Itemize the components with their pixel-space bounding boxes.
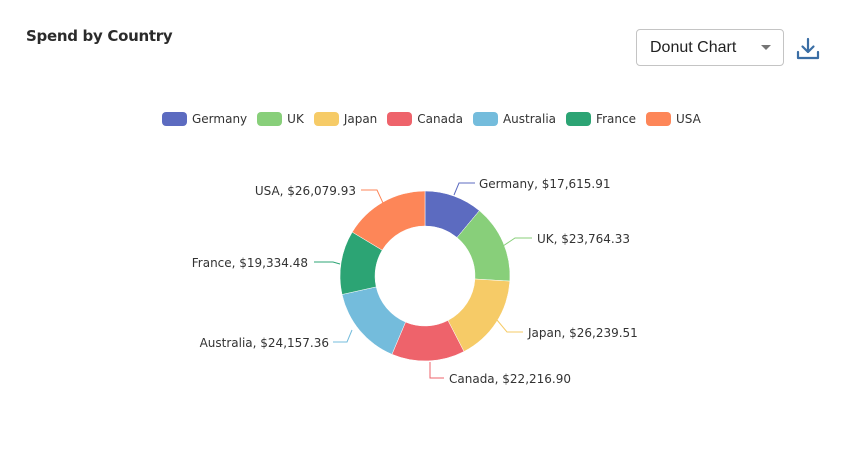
data-label-france: France, $19,334.48: [192, 256, 308, 270]
slice-australia[interactable]: [341, 286, 406, 355]
chart-legend: Germany UK Japan Canada Australia France…: [162, 112, 711, 126]
chart-type-select[interactable]: Donut Chart: [636, 29, 784, 66]
data-label-australia: Australia, $24,157.36: [200, 336, 329, 350]
legend-swatch: [162, 112, 187, 126]
legend-label: USA: [675, 112, 701, 126]
page-title: Spend by Country: [26, 27, 173, 45]
download-icon: [796, 37, 820, 60]
slice-usa[interactable]: [351, 190, 426, 251]
data-label-germany: Germany, $17,615.91: [479, 177, 611, 191]
legend-label: Germany: [192, 112, 248, 126]
legend-swatch: [257, 112, 283, 126]
legend-item-france[interactable]: France: [566, 112, 636, 126]
legend-swatch: [472, 112, 498, 126]
legend-label: Japan: [343, 112, 378, 126]
leader-line-usa: [361, 189, 384, 204]
chart-type-select-value: Donut Chart: [650, 39, 737, 56]
data-labels: Germany, $17,615.91 UK, $23,764.33 Japan…: [192, 177, 638, 386]
donut-slices: [339, 190, 511, 362]
leader-line-canada: [429, 362, 444, 379]
legend-item-germany[interactable]: Germany: [162, 112, 247, 126]
data-label-canada: Canada, $22,216.90: [449, 372, 571, 386]
legend-item-australia[interactable]: Australia: [472, 112, 557, 126]
legend-item-japan[interactable]: Japan: [313, 112, 378, 126]
legend-label: Australia: [502, 112, 557, 126]
leader-line-uk: [502, 237, 532, 247]
data-label-usa: USA, $26,079.93: [255, 184, 356, 198]
legend-item-uk[interactable]: UK: [257, 112, 304, 126]
download-button[interactable]: [795, 36, 821, 62]
data-label-japan: Japan, $26,239.51: [527, 326, 638, 340]
leader-line-france: [314, 261, 341, 265]
legend-label: France: [596, 112, 636, 126]
legend-item-usa[interactable]: USA: [645, 112, 701, 126]
legend-item-canada[interactable]: Canada: [387, 112, 463, 126]
leader-line-japan: [496, 319, 523, 333]
data-label-uk: UK, $23,764.33: [537, 232, 630, 246]
legend-label: UK: [287, 112, 304, 126]
legend-label: Canada: [417, 112, 463, 126]
chevron-down-icon: [761, 45, 771, 50]
legend-swatch: [387, 112, 413, 126]
legend-swatch: [645, 112, 671, 126]
leader-line-australia: [333, 329, 353, 343]
leader-line-germany: [453, 182, 475, 196]
leader-lines: [314, 182, 532, 379]
legend-swatch: [313, 112, 339, 126]
legend-swatch: [566, 112, 592, 126]
